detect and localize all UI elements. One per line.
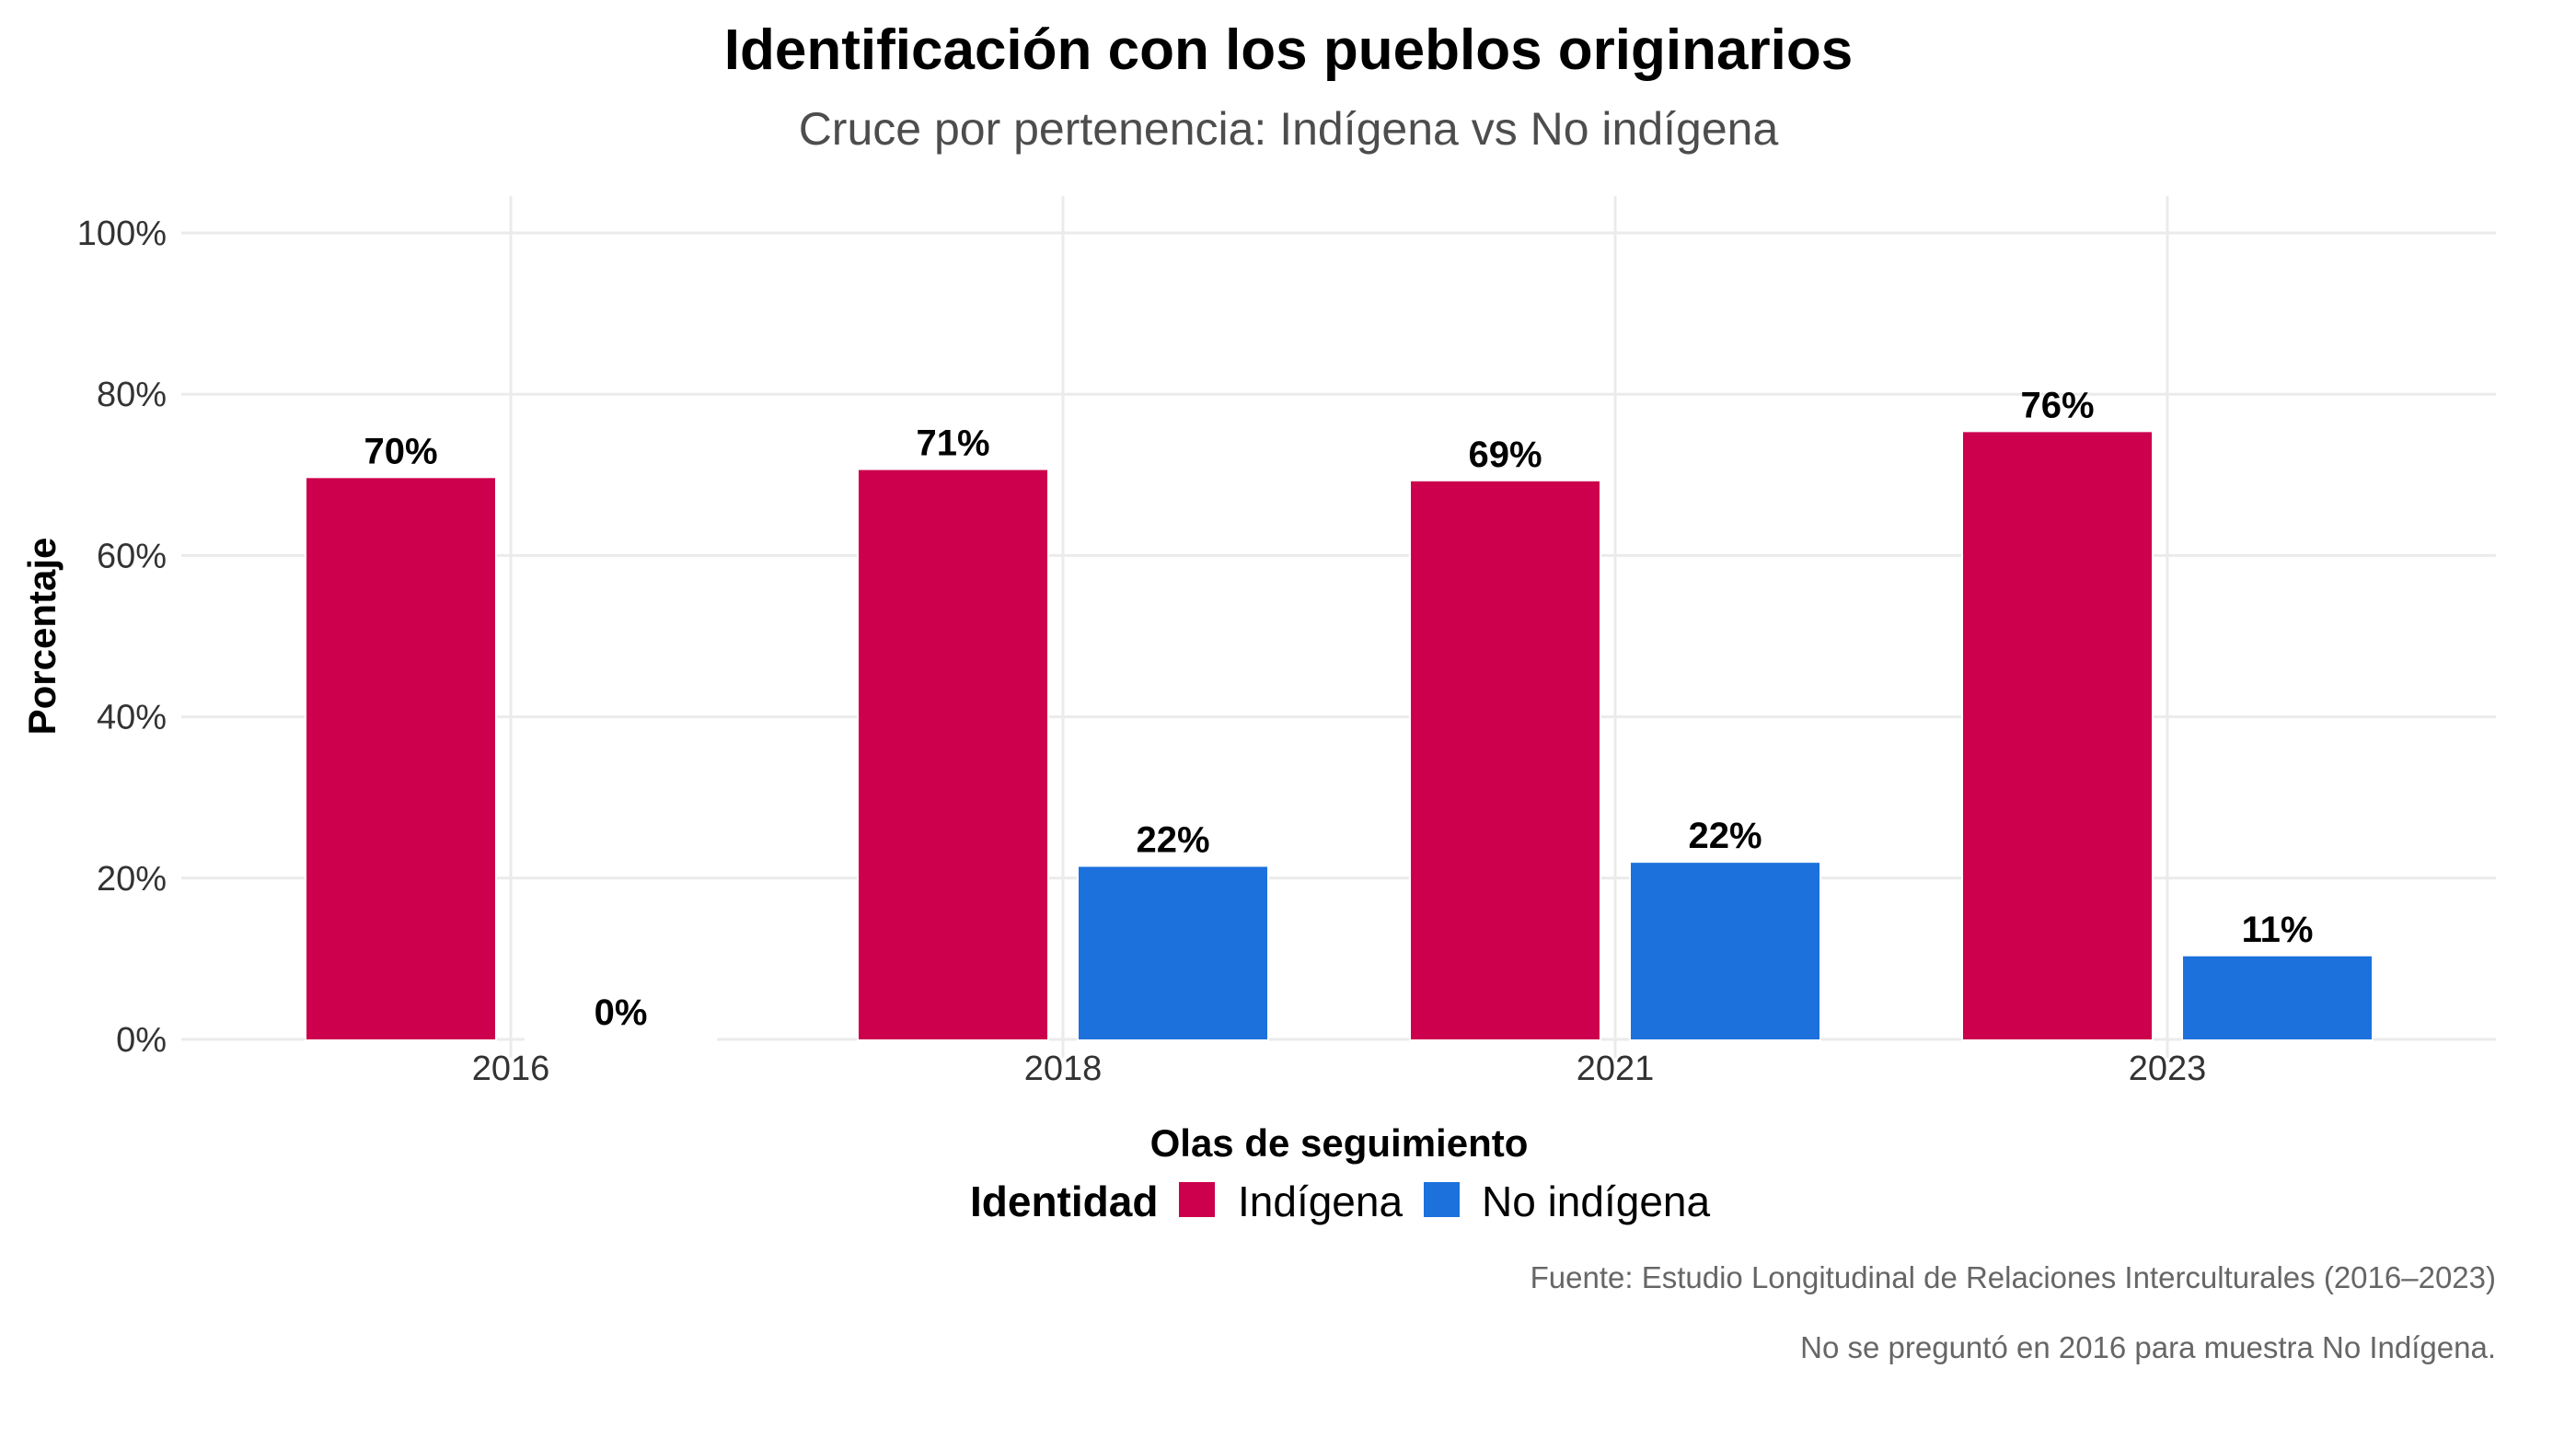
y-tick-label: 60% — [97, 537, 167, 575]
legend-swatch-no-indigena — [1424, 1182, 1460, 1217]
caption-note: No se preguntó en 2016 para muestra No I… — [1800, 1330, 2496, 1364]
legend: Identidad Indígena No indígena — [970, 1177, 1710, 1225]
bar-no-ind-gena-2018 — [1079, 866, 1267, 1039]
chart-subtitle: Cruce por pertenencia: Indígena vs No in… — [799, 103, 1779, 155]
x-axis-ticks: 2016 2018 2021 2023 — [472, 1050, 2207, 1088]
chart-title: Identificación con los pueblos originari… — [724, 18, 1853, 82]
bar-ind-gena-2021 — [1411, 481, 1600, 1039]
bar-no-ind-gena-2021 — [1631, 863, 1819, 1039]
x-tick-label: 2021 — [1577, 1050, 1655, 1088]
bar-ind-gena-2018 — [859, 470, 1047, 1039]
bar-border — [525, 1038, 717, 1041]
y-tick-label: 0% — [116, 1021, 167, 1060]
bar-value-label: 69% — [1468, 435, 1542, 475]
y-tick-label: 80% — [97, 376, 167, 414]
x-axis-title: Olas de seguimiento — [1150, 1121, 1529, 1165]
bar-no-ind-gena-2023 — [2183, 956, 2372, 1039]
bar-value-label: 71% — [916, 423, 989, 464]
caption-source: Fuente: Estudio Longitudinal de Relacion… — [1531, 1260, 2496, 1294]
legend-label-no-indigena: No indígena — [1482, 1177, 1710, 1225]
bar-value-label: 22% — [1688, 816, 1762, 856]
bar-value-label: 76% — [2020, 385, 2094, 425]
bar-value-label: 0% — [595, 992, 648, 1033]
bar-ind-gena-2016 — [306, 478, 495, 1039]
legend-swatch-indigena — [1179, 1182, 1215, 1217]
y-tick-label: 100% — [77, 215, 167, 253]
bar-value-label: 70% — [364, 431, 437, 471]
legend-title: Identidad — [970, 1177, 1158, 1225]
legend-label-indigena: Indígena — [1238, 1177, 1403, 1225]
bar-value-label: 11% — [2242, 910, 2314, 950]
bar-labels: 70% 71% 69% 76% 0% 22% 22% 11% — [364, 385, 2313, 1033]
y-axis-title: Porcentaje — [20, 538, 64, 736]
bar-ind-gena-2023 — [1963, 432, 2152, 1039]
vertical-gridlines — [509, 196, 2169, 1058]
bar-value-label: 22% — [1136, 820, 1209, 861]
x-tick-label: 2018 — [1024, 1050, 1103, 1088]
x-tick-label: 2016 — [472, 1050, 550, 1088]
x-tick-label: 2023 — [2129, 1050, 2207, 1088]
y-tick-label: 20% — [97, 860, 167, 899]
y-axis-ticks: 0% 20% 40% 60% 80% 100% — [77, 215, 167, 1060]
y-tick-label: 40% — [97, 699, 167, 737]
bars — [305, 430, 2374, 1041]
